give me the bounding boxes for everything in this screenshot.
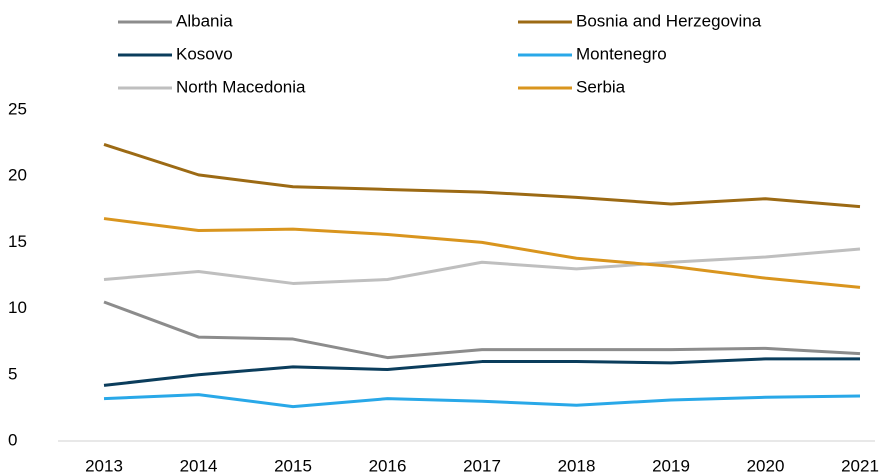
y-tick-label: 20 (8, 166, 27, 185)
series-line (103, 247, 861, 285)
x-tick-label: 2016 (369, 456, 407, 475)
x-tick-label: 2019 (652, 456, 690, 475)
series-line (103, 357, 860, 387)
legend-label: Kosovo (176, 44, 233, 63)
x-tick-label: 2013 (85, 456, 123, 475)
y-tick-label: 0 (8, 430, 17, 449)
legend-label: North Macedonia (176, 77, 306, 96)
x-tick-label: 2018 (558, 456, 596, 475)
legend-label: Albania (176, 11, 233, 30)
y-tick-label: 10 (8, 298, 27, 317)
legend-label: Montenegro (576, 44, 667, 63)
legend-label: Bosnia and Herzegovina (576, 11, 762, 30)
y-tick-label: 25 (8, 99, 27, 118)
series-line (103, 393, 861, 409)
x-tick-label: 2015 (274, 456, 312, 475)
x-tick-label: 2017 (463, 456, 501, 475)
x-tick-label: 2014 (180, 456, 218, 475)
series-line (103, 142, 861, 209)
y-tick-label: 5 (8, 364, 17, 383)
legend-label: Serbia (576, 77, 626, 96)
x-tick-label: 2020 (747, 456, 785, 475)
series-line (103, 300, 861, 360)
x-tick-label: 2021 (841, 456, 879, 475)
series-line (103, 217, 861, 289)
y-tick-label: 15 (8, 232, 27, 251)
